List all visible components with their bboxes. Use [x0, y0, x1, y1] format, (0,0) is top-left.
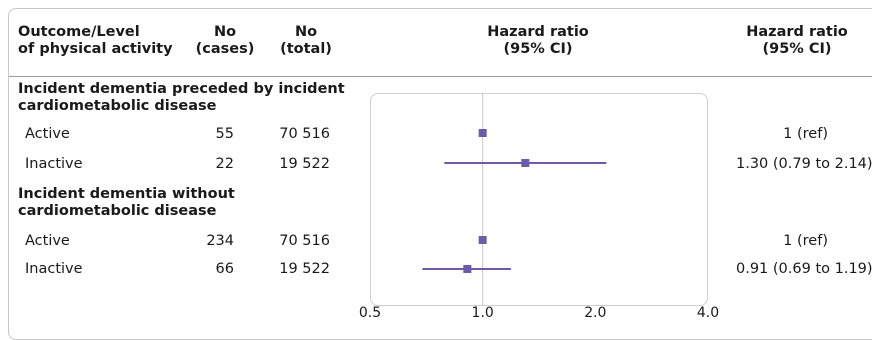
row-level: Active: [25, 126, 70, 142]
row-cases: 66: [215, 261, 234, 277]
hr-marker: [521, 159, 530, 167]
group-title: Incident dementia without: [18, 186, 235, 202]
row-total: 19 522: [279, 156, 330, 172]
header-hr-line1: Hazard ratio: [746, 24, 848, 40]
row-hr-text: 0.91 (0.69 to 1.19): [736, 261, 872, 277]
header-total-line2: (total): [280, 41, 332, 57]
header-cases-line2: (cases): [195, 41, 255, 57]
row-total: 70 516: [279, 126, 330, 142]
x-tick-label: 4.0: [697, 305, 719, 321]
group-title: Incident dementia preceded by incident: [18, 81, 345, 97]
row-level: Inactive: [25, 156, 83, 172]
x-tick-label: 0.5: [359, 305, 381, 321]
x-tick-label: 2.0: [584, 305, 606, 321]
row-cases: 55: [215, 126, 234, 142]
hr-marker: [478, 129, 487, 137]
header-divider: [9, 76, 872, 77]
forest-plot: 0.5 1.0 2.0 4.0: [359, 93, 719, 321]
row-level: Active: [25, 233, 70, 249]
header-outcome-line1: Outcome/Level: [18, 24, 140, 40]
row-hr-text: 1 (ref): [783, 233, 828, 249]
row-cases: 234: [206, 233, 234, 249]
header-hr-line2: (95% CI): [762, 41, 832, 57]
group-title: cardiometabolic disease: [18, 98, 217, 114]
header-total-line1: No: [294, 24, 318, 40]
row-cases: 22: [215, 156, 234, 172]
hr-marker: [463, 265, 472, 273]
x-tick-label: 1.0: [472, 305, 494, 321]
row-hr-text: 1 (ref): [783, 126, 828, 142]
header-cases-line1: No: [213, 24, 237, 40]
row-hr-text: 1.30 (0.79 to 2.14): [736, 156, 872, 172]
plot-area: [370, 93, 708, 306]
row-level: Inactive: [25, 261, 83, 277]
row-total: 70 516: [279, 233, 330, 249]
hr-marker: [478, 236, 487, 244]
group-title: cardiometabolic disease: [18, 203, 217, 219]
header-plot-line1: Hazard ratio: [487, 24, 589, 40]
header-plot-line2: (95% CI): [503, 41, 573, 57]
header-outcome-line2: of physical activity: [18, 41, 173, 57]
row-total: 19 522: [279, 261, 330, 277]
